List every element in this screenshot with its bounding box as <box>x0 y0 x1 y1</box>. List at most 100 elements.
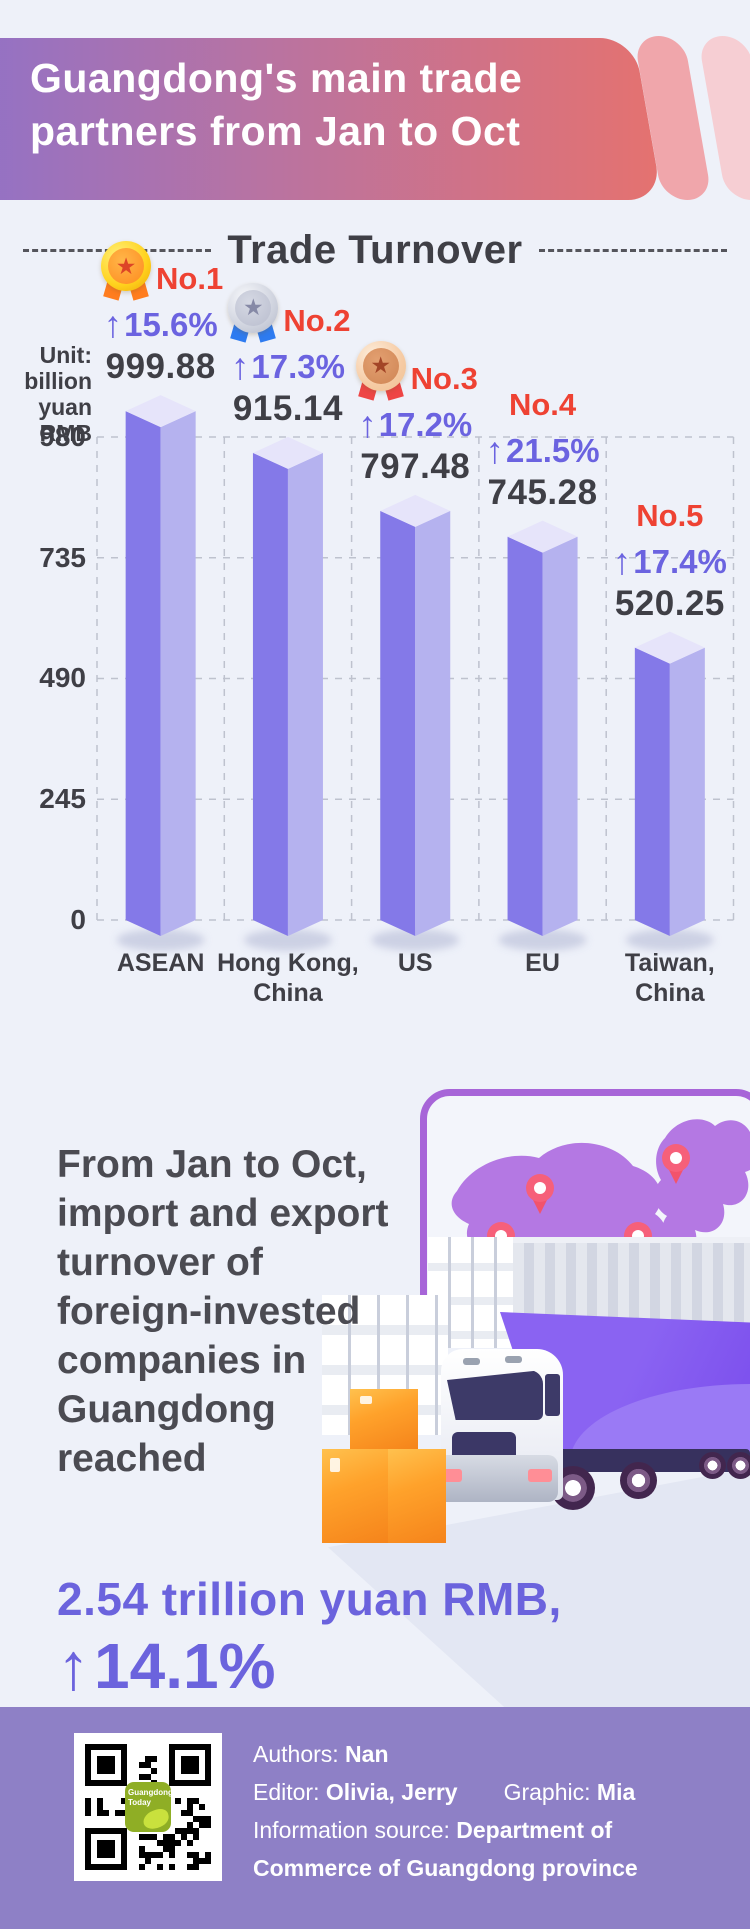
bar-value: 797.48 <box>360 446 471 486</box>
x-axis-category: US <box>397 949 433 977</box>
editor-label: Editor: <box>253 1779 320 1805</box>
chart-bar <box>507 520 578 936</box>
truck-chassis <box>545 1449 750 1472</box>
rank-label: No.5 <box>636 497 704 533</box>
bar-shadow <box>371 929 460 951</box>
chart-bar <box>125 395 196 936</box>
box-glint-2 <box>330 1458 340 1472</box>
x-axis-category: Taiwan, China <box>624 949 715 1007</box>
growth-row: ↑ 21.5% <box>486 432 600 470</box>
bar-shadow <box>116 929 205 951</box>
trade-turnover-chart: Unit: billion yuan RMB 980 735 490 245 0 ★ No.… <box>24 241 750 1007</box>
graphic-value: Mia <box>596 1779 636 1805</box>
chart-canvas <box>96 395 735 951</box>
footer: Guangdong Today Authors: Nan Editor: Oli… <box>0 1707 750 1929</box>
truck-wheel-rear-2 <box>727 1452 750 1479</box>
qr-code-pattern <box>85 1744 211 1870</box>
qr-logo-badge: Guangdong Today <box>125 1782 171 1832</box>
highlight-growth-value: 14.1% <box>94 1630 276 1702</box>
chart-bar <box>252 436 323 936</box>
up-arrow-icon: ↑ <box>612 540 632 582</box>
map-pin-1 <box>526 1174 554 1214</box>
truck-wheel-rear-1 <box>699 1452 726 1479</box>
bar-value: 999.88 <box>105 347 216 387</box>
up-arrow-icon: ↑ <box>230 345 250 387</box>
authors-label: Authors: <box>253 1741 339 1767</box>
page-title-line1: Guangdong's main trade <box>30 55 523 101</box>
page-title: Guangdong's main trade partners from Jan… <box>30 52 522 158</box>
growth-percent: 15.6% <box>124 306 218 344</box>
grid-lines <box>96 436 735 921</box>
credit-source: Information source: Department of Commer… <box>253 1811 728 1887</box>
silver-medal-icon: ★ <box>225 282 281 345</box>
rank-label: No.2 <box>283 302 351 338</box>
x-axis-category: EU <box>525 949 560 977</box>
guangdong-map-icon <box>141 1806 171 1832</box>
truck-roof-handle-1 <box>463 1358 480 1365</box>
cargo-box-right <box>388 1449 446 1543</box>
axis-unit-label: Unit: billion yuan RMB <box>24 342 92 446</box>
bar-shadow <box>625 929 714 951</box>
authors-value: Nan <box>345 1741 389 1767</box>
highlight-growth: ↑ 14.1% <box>57 1628 275 1704</box>
truck-wheel-mid <box>620 1462 657 1499</box>
bar-shadow <box>498 929 587 951</box>
growth-percent: 21.5% <box>506 431 600 469</box>
source-value: Department of Commerce of Guangdong prov… <box>253 1817 638 1881</box>
bar-label-stack: ★ No.3 ↑ 17.2% 797.48 <box>320 340 510 487</box>
bar-label-stack: No.5 ↑ 17.4% 520.25 <box>575 498 750 624</box>
up-arrow-icon: ↑ <box>57 1629 90 1703</box>
bar-value: 745.28 <box>487 472 598 512</box>
gold-medal-icon: ★ <box>98 241 154 303</box>
y-axis-tick: 980 <box>39 420 86 452</box>
bar-value: 915.14 <box>232 388 343 428</box>
map-pin-2 <box>662 1144 690 1184</box>
qr-code: Guangdong Today <box>74 1733 222 1881</box>
bar-label-stack: ★ No.1 ↑ 15.6% 999.88 <box>66 241 256 387</box>
source-label: Information source: <box>253 1817 450 1843</box>
map-continent-right <box>654 1119 750 1253</box>
growth-row: ↑ 17.3% <box>231 348 345 386</box>
credit-authors: Authors: Nan <box>253 1735 728 1773</box>
up-arrow-icon: ↑ <box>485 429 505 471</box>
chart-title: Trade Turnover <box>227 228 523 272</box>
bronze-medal-icon: ★ <box>353 340 409 403</box>
truck-light-right <box>528 1469 552 1482</box>
summary-paragraph: From Jan to Oct, import and export turno… <box>57 1143 389 1480</box>
truck-windshield <box>447 1370 543 1420</box>
graphic-label: Graphic: <box>503 1779 591 1805</box>
credits-block: Authors: Nan Editor: Olivia, Jerry Graphi… <box>253 1735 728 1887</box>
y-axis-tick: 490 <box>39 662 86 694</box>
growth-row: ↑ 15.6% <box>104 306 218 344</box>
x-axis-category: ASEAN <box>116 949 205 977</box>
truck-roof-handle-2 <box>505 1356 522 1363</box>
bar-value: 520.25 <box>614 583 725 623</box>
up-arrow-icon: ↑ <box>103 304 123 346</box>
bar-label-stack: No.4 ↑ 21.5% 745.28 <box>448 387 638 513</box>
bar-label-stack: ★ No.2 ↑ 17.3% 915.14 <box>193 282 383 429</box>
growth-row: ↑ 17.2% <box>358 406 472 444</box>
highlight-amount: 2.54 trillion yuan RMB, <box>57 1573 562 1625</box>
rank-label: No.1 <box>156 261 224 297</box>
x-axis-category: Hong Kong, China <box>217 949 359 1007</box>
qr-badge-line2: Today <box>128 1798 151 1807</box>
box-glint-1 <box>360 1396 372 1404</box>
page-title-line2: partners from Jan to Oct <box>30 108 521 154</box>
chart-bar <box>380 494 451 936</box>
bar-shadow <box>243 929 332 951</box>
growth-percent: 17.2% <box>378 405 473 443</box>
rank-label: No.3 <box>410 360 478 396</box>
dash-right <box>538 249 727 252</box>
y-axis-tick: 245 <box>39 783 86 815</box>
qr-badge-line1: Guangdong <box>128 1788 171 1797</box>
up-arrow-icon: ↑ <box>358 403 377 445</box>
credit-editor-graphic: Editor: Olivia, Jerry Graphic: Mia <box>253 1773 728 1811</box>
growth-row: ↑ 17.4% <box>613 543 727 581</box>
rank-label: No.4 <box>508 386 577 422</box>
growth-percent: 17.3% <box>251 347 345 385</box>
y-axis-tick: 0 <box>70 904 86 935</box>
truck-side-window <box>545 1374 560 1416</box>
growth-percent: 17.4% <box>633 542 727 580</box>
chart-bar <box>634 631 705 936</box>
